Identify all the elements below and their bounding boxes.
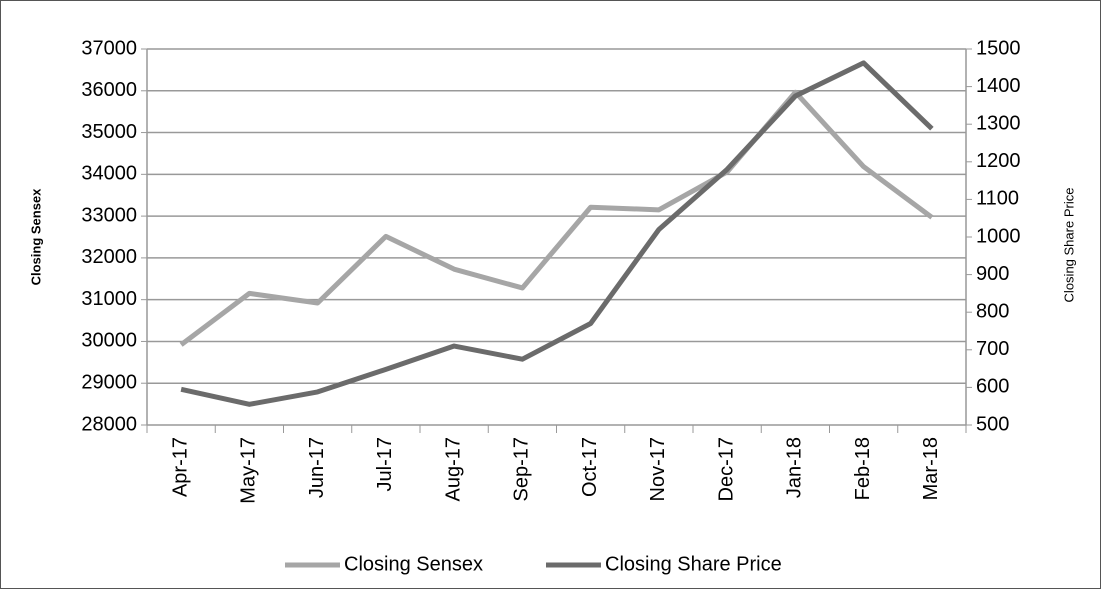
x-tick-label: Mar-18 bbox=[920, 437, 942, 500]
y-tick-label: 36000 bbox=[81, 79, 137, 101]
y2-tick-label: 1500 bbox=[976, 37, 1021, 59]
y-tick-label: 31000 bbox=[81, 288, 137, 310]
x-tick-label: Dec-17 bbox=[715, 437, 737, 501]
x-tick-label: Jul-17 bbox=[374, 437, 396, 491]
y2-tick-label: 1100 bbox=[976, 188, 1019, 210]
y2-axis-title: Closing Share Price bbox=[1061, 188, 1076, 303]
y-tick-label: 29000 bbox=[81, 372, 137, 394]
y2-tick-label: 600 bbox=[976, 376, 1009, 398]
y2-tick-label: 1400 bbox=[976, 75, 1021, 97]
y2-tick-label: 900 bbox=[976, 263, 1009, 285]
x-tick-label: Jun-17 bbox=[306, 437, 328, 498]
y2-tick-label: 500 bbox=[976, 413, 1009, 435]
x-tick-label: Oct-17 bbox=[579, 437, 601, 497]
y2-tick-label: 1300 bbox=[976, 112, 1021, 134]
y-tick-label: 33000 bbox=[81, 204, 137, 226]
x-tick-label: Feb-18 bbox=[852, 437, 874, 500]
y-tick-label: 28000 bbox=[81, 413, 137, 435]
y-tick-label: 32000 bbox=[81, 246, 137, 268]
y-axis-title: Closing Sensex bbox=[28, 188, 43, 286]
y2-tick-label: 800 bbox=[976, 300, 1009, 322]
y-tick-label: 35000 bbox=[81, 121, 137, 143]
x-tick-label: Nov-17 bbox=[647, 437, 669, 501]
y2-tick-label: 700 bbox=[976, 338, 1009, 360]
x-tick-label: Apr-17 bbox=[169, 437, 191, 497]
y2-tick-label: 1000 bbox=[976, 225, 1021, 247]
x-tick-label: Aug-17 bbox=[442, 437, 464, 502]
x-tick-label: Jan-18 bbox=[784, 437, 806, 498]
y-tick-label: 30000 bbox=[81, 330, 137, 352]
x-tick-label: Sep-17 bbox=[511, 437, 533, 502]
legend-label: Closing Share Price bbox=[605, 553, 782, 575]
x-tick-label: May-17 bbox=[238, 437, 260, 504]
line-series bbox=[180, 60, 934, 407]
line-series bbox=[179, 89, 934, 347]
legend-label: Closing Sensex bbox=[344, 553, 483, 575]
y-tick-label: 37000 bbox=[81, 37, 137, 59]
y-tick-label: 34000 bbox=[81, 163, 137, 185]
y2-tick-label: 1200 bbox=[976, 150, 1021, 172]
